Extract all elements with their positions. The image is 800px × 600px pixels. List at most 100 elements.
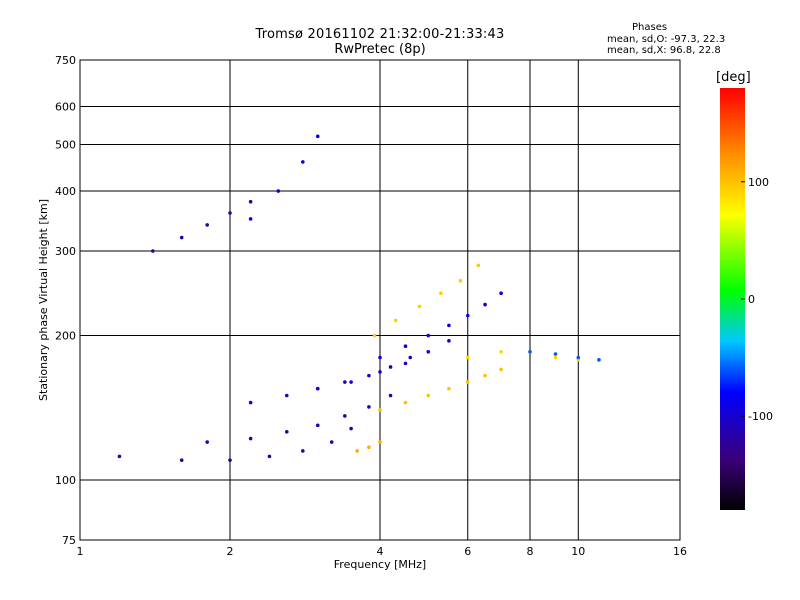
data-point <box>393 318 398 323</box>
data-point <box>465 313 470 318</box>
x-tick-label: 16 <box>673 545 687 558</box>
x-axis-ticks: 1 2 4 6 8 10 16 <box>77 545 688 558</box>
data-point <box>403 344 408 349</box>
data-point <box>576 355 581 360</box>
data-point <box>499 349 503 354</box>
colorbar-unit-label: [deg] <box>716 70 751 85</box>
data-point <box>528 349 532 354</box>
colorbar-tick-label: 100 <box>748 176 769 189</box>
data-point <box>343 414 347 418</box>
data-point <box>284 430 289 434</box>
data-point <box>553 352 558 356</box>
data-point <box>372 333 377 338</box>
y-tick-label: 300 <box>55 245 76 258</box>
data-point <box>205 440 209 444</box>
data-point <box>465 355 470 360</box>
data-point <box>284 393 289 398</box>
grid-lines <box>80 60 680 540</box>
colorbar-tick-label: -100 <box>748 410 773 423</box>
data-point <box>378 408 382 412</box>
plot-frame <box>79 59 681 541</box>
data-point <box>465 380 470 384</box>
data-point <box>367 373 371 378</box>
data-point <box>117 454 122 459</box>
data-point <box>329 440 334 444</box>
phases-x-mode-stats: mean, sd,X: 96.8, 22.8 <box>607 45 721 56</box>
data-point <box>499 367 503 372</box>
colorbar-tick-label: 0 <box>748 293 755 306</box>
data-point <box>378 370 382 374</box>
data-point <box>417 304 422 309</box>
x-tick-label: 8 <box>527 545 534 558</box>
data-point <box>447 386 451 391</box>
data-point <box>179 458 184 462</box>
data-point <box>367 405 371 409</box>
data-point <box>403 400 408 405</box>
data-point <box>378 440 382 444</box>
data-point <box>439 291 443 296</box>
data-point <box>248 436 253 441</box>
data-point <box>426 333 431 338</box>
data-point <box>388 365 393 369</box>
scatter-points <box>117 134 601 462</box>
data-point <box>483 373 487 378</box>
chart-title: Tromsø 20161102 21:32:00-21:33:43 <box>255 27 505 42</box>
data-point <box>476 263 481 268</box>
y-tick-label: 500 <box>55 139 76 152</box>
y-axis-label: Stationary phase Virtual Height [km] <box>37 199 50 401</box>
data-point <box>151 249 155 253</box>
y-axis-ticks: 75 100 200 300 400 500 600 750 <box>55 54 76 547</box>
y-tick-label: 200 <box>55 330 76 343</box>
data-point <box>349 426 353 431</box>
data-point <box>553 355 558 360</box>
data-point <box>426 393 431 398</box>
y-tick-label: 750 <box>55 54 76 67</box>
x-tick-label: 10 <box>571 545 585 558</box>
y-tick-label: 400 <box>55 185 76 198</box>
data-point <box>228 211 232 215</box>
chart-subtitle: RwPretec (8p) <box>334 42 426 57</box>
data-point <box>367 445 371 450</box>
data-point <box>205 223 209 227</box>
data-point <box>301 449 305 453</box>
x-tick-label: 4 <box>377 545 384 558</box>
data-point <box>597 358 601 362</box>
data-point <box>315 423 320 428</box>
data-point <box>179 235 184 240</box>
data-point <box>343 380 347 384</box>
data-point <box>447 339 451 343</box>
phases-o-mode-stats: mean, sd,O: -97.3, 22.3 <box>607 34 726 45</box>
data-point <box>378 355 382 360</box>
data-point <box>447 323 451 328</box>
y-tick-label: 100 <box>55 474 76 487</box>
data-point <box>426 349 431 354</box>
x-axis-label: Frequency [MHz] <box>334 558 426 571</box>
data-point <box>355 449 359 453</box>
x-tick-label: 1 <box>77 545 84 558</box>
data-point <box>388 393 393 398</box>
data-point <box>483 302 487 307</box>
data-point <box>267 454 272 459</box>
data-point <box>315 134 320 139</box>
data-point <box>408 355 413 360</box>
colorbar-ticks: 100 0 -100 <box>741 176 773 423</box>
data-point <box>228 458 232 462</box>
data-point <box>315 386 320 391</box>
data-point <box>349 380 353 384</box>
data-point <box>248 217 253 221</box>
phases-title: Phases <box>632 22 668 33</box>
data-point <box>276 189 281 193</box>
data-point <box>301 160 305 164</box>
data-point <box>458 279 463 283</box>
data-point <box>403 361 408 366</box>
x-tick-label: 6 <box>464 545 471 558</box>
y-tick-label: 600 <box>55 101 76 114</box>
data-point <box>499 291 503 296</box>
data-point <box>248 400 253 405</box>
colorbar <box>720 88 745 510</box>
y-tick-label: 75 <box>62 534 76 547</box>
data-point <box>248 199 253 204</box>
x-tick-label: 2 <box>227 545 234 558</box>
